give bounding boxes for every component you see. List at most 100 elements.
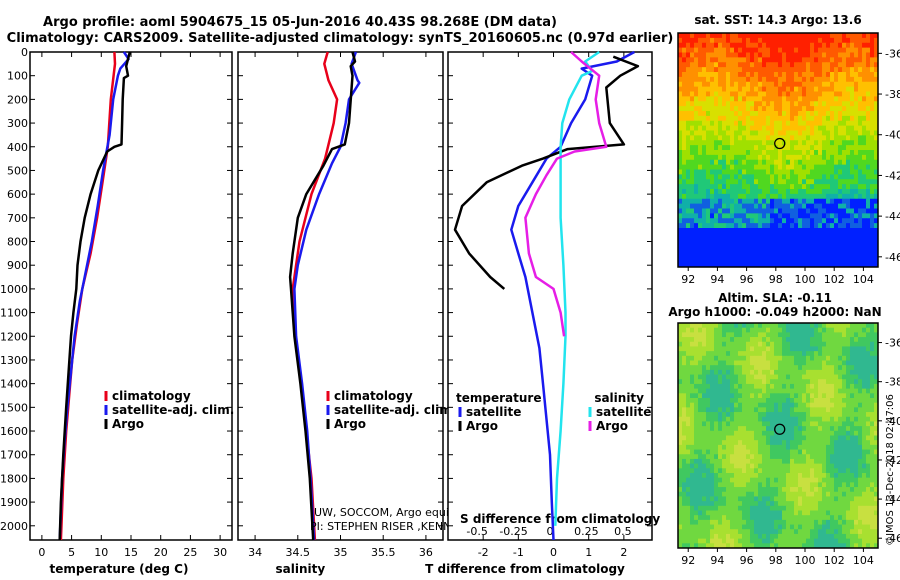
map-cell bbox=[802, 179, 807, 185]
map-cell bbox=[770, 91, 775, 97]
map-cell bbox=[790, 218, 795, 224]
map-cell bbox=[850, 365, 855, 371]
map-cell bbox=[798, 440, 803, 446]
map-cell bbox=[794, 184, 799, 190]
map-cell bbox=[710, 86, 715, 92]
map-cell bbox=[858, 473, 863, 479]
map-cell bbox=[818, 383, 823, 390]
map-cell bbox=[690, 257, 695, 263]
map-cell bbox=[822, 341, 827, 347]
map-cell bbox=[718, 111, 723, 117]
map-cell bbox=[838, 449, 843, 455]
map-cell bbox=[786, 140, 791, 146]
map-cell bbox=[686, 252, 691, 258]
map-cell bbox=[774, 203, 779, 209]
map-cell bbox=[682, 346, 687, 352]
map-cell bbox=[870, 42, 875, 49]
map-cell bbox=[810, 379, 815, 385]
map-cell bbox=[754, 91, 759, 97]
map-frame bbox=[677, 32, 879, 268]
map-cell bbox=[782, 184, 787, 190]
map-cell bbox=[822, 252, 827, 258]
map-cell bbox=[778, 351, 783, 357]
map-cell bbox=[810, 76, 815, 83]
map-cell bbox=[834, 184, 839, 190]
map-cell bbox=[806, 435, 811, 441]
map-cell bbox=[766, 86, 771, 92]
map-cell bbox=[714, 458, 719, 465]
map-cell bbox=[738, 145, 743, 151]
map-cell bbox=[758, 228, 763, 234]
map-cell bbox=[854, 402, 859, 408]
map-cell bbox=[846, 232, 851, 239]
map-cell bbox=[766, 360, 771, 366]
map-cell bbox=[702, 374, 707, 380]
map-cell bbox=[774, 529, 779, 535]
map-cell bbox=[826, 421, 831, 427]
map-cell bbox=[782, 218, 787, 224]
map-cell bbox=[798, 72, 803, 78]
map-cell bbox=[790, 355, 795, 361]
map-cell bbox=[874, 237, 879, 244]
map-cell bbox=[734, 463, 739, 469]
map-cell bbox=[842, 189, 847, 195]
map-cell bbox=[794, 505, 799, 511]
map-cell bbox=[702, 416, 707, 422]
map-cell bbox=[814, 346, 819, 352]
map-cell bbox=[730, 473, 735, 479]
map-cell bbox=[682, 355, 687, 361]
map-cell bbox=[798, 412, 803, 418]
map-cell bbox=[798, 482, 803, 488]
map-cell bbox=[734, 145, 739, 151]
map-cell bbox=[706, 369, 711, 375]
map-cell bbox=[690, 529, 695, 535]
map-cell bbox=[758, 426, 763, 432]
map-cell bbox=[774, 440, 779, 446]
map-cell bbox=[758, 91, 763, 97]
map-cell bbox=[830, 369, 835, 375]
map-cell bbox=[814, 62, 819, 68]
map-cell bbox=[794, 454, 799, 460]
map-cell bbox=[726, 125, 731, 131]
map-cell bbox=[778, 369, 783, 375]
map-cell bbox=[794, 524, 799, 530]
map-cell bbox=[822, 120, 827, 127]
map-cell bbox=[842, 213, 847, 219]
map-cell bbox=[702, 208, 707, 214]
map-cell bbox=[698, 198, 703, 205]
map-cell bbox=[714, 213, 719, 219]
map-cell bbox=[782, 111, 787, 117]
map-cell bbox=[826, 213, 831, 219]
map-cell bbox=[718, 327, 723, 333]
map-cell bbox=[770, 130, 775, 136]
map-cell bbox=[754, 169, 759, 175]
map-cell bbox=[834, 91, 839, 97]
map-cell bbox=[730, 487, 735, 493]
map-cell bbox=[790, 67, 795, 73]
map-cell bbox=[718, 473, 723, 479]
map-cell bbox=[862, 355, 867, 361]
map-cell bbox=[842, 458, 847, 465]
map-cell bbox=[766, 402, 771, 408]
map-cell bbox=[766, 519, 771, 525]
map-cell bbox=[738, 140, 743, 146]
map-cell bbox=[802, 337, 807, 343]
map-cell bbox=[810, 327, 815, 333]
map-cell bbox=[814, 421, 819, 427]
map-cell bbox=[802, 86, 807, 92]
map-cell bbox=[838, 242, 843, 248]
map-cell bbox=[814, 86, 819, 92]
map-cell bbox=[854, 218, 859, 224]
map-cell bbox=[778, 430, 783, 436]
map-cell bbox=[706, 33, 711, 39]
map-cell bbox=[738, 383, 743, 390]
map-cell bbox=[806, 327, 811, 333]
map-cell bbox=[806, 208, 811, 214]
map-cell bbox=[770, 96, 775, 102]
map-cell bbox=[694, 412, 699, 418]
map-cell bbox=[850, 327, 855, 333]
map-cell bbox=[814, 159, 819, 166]
map-cell bbox=[814, 515, 819, 521]
map-cell bbox=[730, 407, 735, 413]
map-cell bbox=[802, 398, 807, 404]
